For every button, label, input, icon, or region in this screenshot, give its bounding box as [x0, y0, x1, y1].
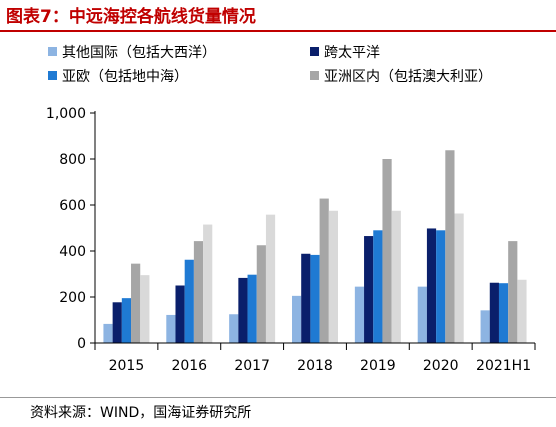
bar	[256, 245, 266, 343]
bar	[382, 159, 392, 343]
bar	[508, 241, 518, 343]
legend-label: 亚洲区内（包括澳大利亚）	[324, 69, 492, 85]
legend-swatch	[48, 71, 57, 80]
bar	[166, 314, 176, 343]
y-tick-label: 0	[77, 336, 86, 352]
bar	[426, 228, 437, 343]
bar	[417, 286, 427, 343]
legend-swatch	[48, 47, 57, 56]
x-tick-label: 2015	[109, 358, 145, 374]
legend-swatch	[310, 71, 319, 80]
bar	[517, 279, 527, 343]
source-divider	[0, 397, 556, 398]
bar	[364, 236, 374, 343]
y-tick-label: 1,000	[46, 106, 86, 122]
y-tick-label: 400	[59, 244, 86, 260]
bar	[445, 150, 455, 343]
bar	[373, 230, 383, 343]
bar	[391, 210, 401, 343]
x-tick-label: 2021H1	[476, 358, 531, 374]
bar	[328, 210, 338, 343]
bar	[203, 224, 213, 343]
x-tick-label: 2018	[297, 358, 333, 374]
x-tick-label: 2019	[360, 358, 396, 374]
x-tick-label: 2016	[171, 358, 207, 374]
bar	[436, 230, 446, 343]
x-tick-label: 2020	[423, 358, 459, 374]
bar	[193, 241, 204, 343]
bar	[319, 198, 329, 343]
y-axis: 0 200 400 600 800 1,000	[46, 106, 96, 352]
bar	[229, 314, 239, 343]
bar	[131, 263, 141, 343]
bar	[480, 310, 490, 343]
legend-swatch	[310, 47, 319, 56]
bar	[184, 259, 194, 343]
bar	[265, 214, 276, 343]
bar	[247, 274, 257, 343]
bar	[489, 282, 499, 343]
bar	[498, 283, 509, 343]
bar	[140, 275, 150, 343]
legend-label: 亚欧（包括地中海）	[62, 69, 188, 85]
bar	[454, 213, 464, 343]
bar	[310, 254, 320, 343]
x-tick-label: 2017	[234, 358, 270, 374]
legend-label: 其他国际（包括大西洋）	[62, 45, 216, 61]
bar	[238, 277, 248, 343]
bar	[175, 285, 185, 343]
bar	[301, 253, 311, 343]
bar	[354, 286, 365, 343]
bar	[292, 295, 302, 343]
legend-label: 跨太平洋	[324, 45, 380, 61]
title-divider	[0, 30, 556, 32]
chart-title: 图表7：中远海控各航线货量情况	[6, 7, 256, 27]
bar	[112, 302, 122, 343]
bar	[121, 298, 132, 343]
y-tick-label: 600	[59, 198, 86, 214]
y-tick-label: 800	[59, 152, 86, 168]
bars	[103, 150, 527, 343]
y-tick-label: 200	[59, 290, 86, 306]
bar	[103, 323, 113, 343]
x-axis: 2015 2016 2017 2018 2019 2020 2021H1	[94, 342, 536, 374]
source-note: 资料来源：WIND，国海证券研究所	[30, 405, 252, 421]
